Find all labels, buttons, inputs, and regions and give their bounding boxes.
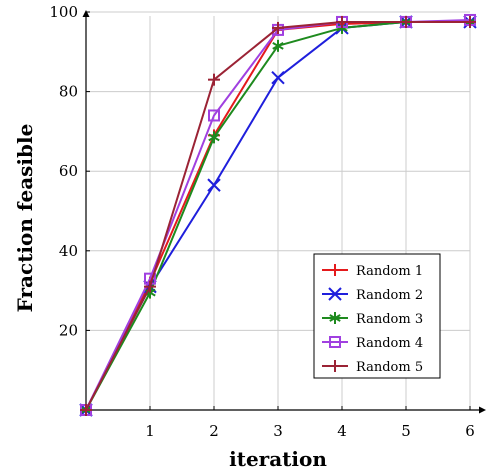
y-tick-label: 40 xyxy=(59,242,78,260)
x-axis-arrow xyxy=(479,406,486,414)
marker-stroke xyxy=(207,178,221,192)
x-tick-label: 6 xyxy=(465,422,475,440)
data-point xyxy=(400,15,412,28)
x-tick-label: 3 xyxy=(273,422,283,440)
x-tick-label: 2 xyxy=(209,422,219,440)
legend-item: Random 5 xyxy=(322,360,423,375)
ticks: 1 2 3 4 5 6 20 40 60 80 100 xyxy=(49,3,474,440)
x-tick-label: 4 xyxy=(337,422,347,440)
data-point xyxy=(80,404,92,416)
data-point xyxy=(208,109,220,122)
data-point xyxy=(464,15,476,28)
series xyxy=(79,13,477,417)
legend-item: Random 3 xyxy=(322,312,423,327)
legend-label: Random 1 xyxy=(356,264,423,279)
legend-marker xyxy=(329,312,341,324)
marker-stroke xyxy=(208,109,220,122)
data-point xyxy=(271,70,285,85)
legend-marker xyxy=(329,264,341,276)
marker-stroke xyxy=(329,336,341,348)
marker-stroke xyxy=(328,287,342,301)
data-point xyxy=(208,131,220,144)
data-point xyxy=(336,15,348,28)
legend: Random 1 Random 2 Random 3 Random 4 Random 5 xyxy=(313,253,441,379)
legend-marker xyxy=(328,287,342,301)
data-point xyxy=(144,280,156,293)
series-5 xyxy=(80,15,476,416)
marker-stroke xyxy=(271,70,285,85)
legend-label: Random 2 xyxy=(356,288,423,303)
legend-label: Random 4 xyxy=(356,336,423,351)
y-tick-label: 60 xyxy=(59,162,78,180)
y-tick-label: 20 xyxy=(59,321,78,339)
data-point xyxy=(272,21,284,34)
x-tick-label: 1 xyxy=(145,422,155,440)
marker-stroke xyxy=(329,314,341,322)
legend-marker xyxy=(329,360,341,372)
legend-item: Random 1 xyxy=(322,264,423,279)
legend-item: Random 2 xyxy=(322,287,423,303)
marker-stroke xyxy=(272,41,284,50)
legend-label: Random 5 xyxy=(356,360,423,375)
y-tick-label: 80 xyxy=(59,83,78,101)
x-tick-label: 5 xyxy=(401,422,411,440)
axes xyxy=(82,10,486,414)
legend-item: Random 4 xyxy=(322,336,423,351)
grid xyxy=(86,11,471,410)
y-tick-label: 100 xyxy=(49,3,78,21)
data-point xyxy=(272,39,284,52)
data-point xyxy=(208,73,220,86)
y-axis-arrow xyxy=(82,10,90,17)
data-point xyxy=(207,178,221,192)
legend-label: Random 3 xyxy=(356,312,423,327)
x-axis-title: iteration xyxy=(229,447,327,470)
y-axis-title: Fraction feasible xyxy=(13,124,37,313)
legend-marker xyxy=(329,336,341,348)
marker-stroke xyxy=(208,133,220,142)
